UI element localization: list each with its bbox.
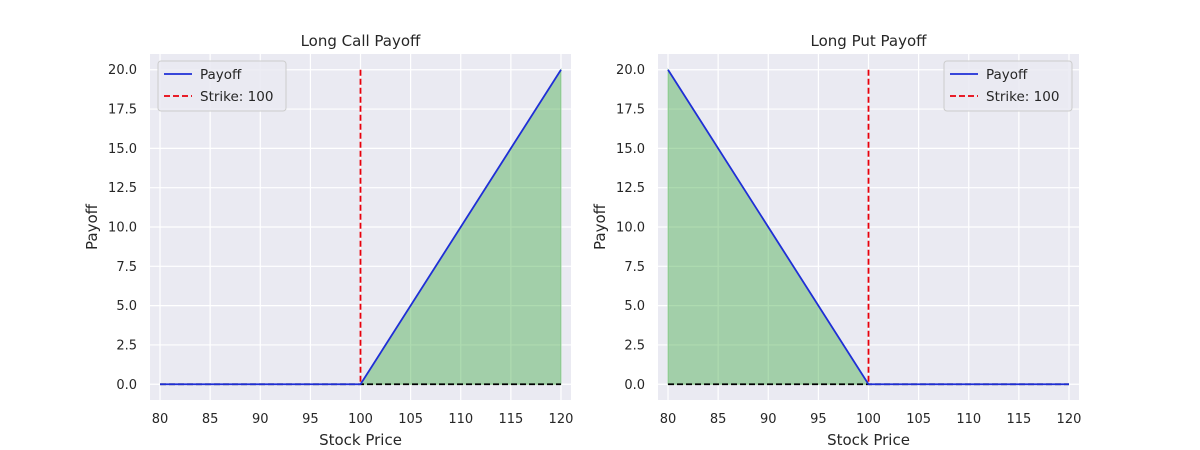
put-y-tick-label: 0.0 [624, 378, 645, 393]
put-legend: Payoff Strike: 100 [943, 60, 1073, 112]
call-x-tick-label: 80 [152, 412, 169, 427]
call-y-tick-label: 5.0 [116, 299, 137, 314]
put-x-tick-label: 80 [660, 412, 677, 427]
put-chart: 80 85 90 95 100 105 110 115 120 0.0 2.5 5.0 7.5 10.0… [591, 32, 1081, 449]
put-legend-payoff-label: Payoff [986, 67, 1028, 83]
call-x-tick-label: 105 [398, 412, 423, 427]
put-payoff-line [667, 69, 1069, 386]
put-y-tick-label: 2.5 [624, 338, 645, 353]
put-x-tick-label: 100 [856, 412, 881, 427]
call-y-tick-label: 12.5 [108, 181, 137, 196]
call-legend-payoff-label: Payoff [200, 67, 242, 83]
call-y-tick-label: 10.0 [108, 221, 137, 236]
put-y-ticks: 0.0 2.5 5.0 7.5 10.0 12.5 15.0 17.5 20.0 [616, 63, 645, 393]
put-x-tick-label: 120 [1057, 412, 1082, 427]
call-x-tick-label: 115 [498, 412, 523, 427]
put-y-tick-label: 15.0 [616, 142, 645, 157]
put-x-tick-label: 95 [810, 412, 827, 427]
call-y-tick-label: 15.0 [108, 142, 137, 157]
call-chart-title: Long Call Payoff [301, 32, 421, 50]
put-x-tick-label: 110 [956, 412, 981, 427]
call-y-axis-label: Payoff [83, 203, 101, 250]
call-y-tick-label: 0.0 [116, 378, 137, 393]
call-y-tick-label: 2.5 [116, 338, 137, 353]
put-x-axis-label: Stock Price [827, 431, 910, 449]
put-x-ticks: 80 85 90 95 100 105 110 115 120 [660, 412, 1082, 427]
call-chart: 80 85 90 95 100 105 110 115 120 0.0 2.5 5.0 7.5 10.0… [83, 32, 573, 449]
call-y-tick-label: 7.5 [116, 260, 137, 275]
call-x-tick-label: 110 [448, 412, 473, 427]
call-x-tick-label: 120 [549, 412, 574, 427]
call-x-axis-label: Stock Price [319, 431, 402, 449]
call-x-tick-label: 90 [252, 412, 269, 427]
call-x-ticks: 80 85 90 95 100 105 110 115 120 [152, 412, 574, 427]
put-chart-title: Long Put Payoff [811, 32, 928, 50]
put-x-tick-label: 90 [760, 412, 777, 427]
put-y-tick-label: 12.5 [616, 181, 645, 196]
call-x-tick-label: 85 [202, 412, 219, 427]
put-x-tick-label: 105 [906, 412, 931, 427]
call-x-tick-label: 100 [348, 412, 373, 427]
call-legend: Payoff Strike: 100 [157, 60, 287, 112]
put-y-axis-label: Payoff [591, 203, 609, 250]
put-legend-strike-label: Strike: 100 [986, 89, 1059, 105]
put-x-tick-label: 115 [1006, 412, 1031, 427]
call-payoff-line [160, 69, 562, 386]
put-y-tick-label: 17.5 [616, 103, 645, 118]
call-x-tick-label: 95 [302, 412, 319, 427]
put-y-tick-label: 20.0 [616, 63, 645, 78]
call-y-ticks: 0.0 2.5 5.0 7.5 10.0 12.5 15.0 17.5 20.0 [108, 63, 137, 393]
put-x-tick-label: 85 [710, 412, 727, 427]
call-y-tick-label: 17.5 [108, 103, 137, 118]
put-y-tick-label: 5.0 [624, 299, 645, 314]
call-y-tick-label: 20.0 [108, 63, 137, 78]
put-y-tick-label: 7.5 [624, 260, 645, 275]
call-legend-strike-label: Strike: 100 [200, 89, 273, 105]
put-y-tick-label: 10.0 [616, 221, 645, 236]
